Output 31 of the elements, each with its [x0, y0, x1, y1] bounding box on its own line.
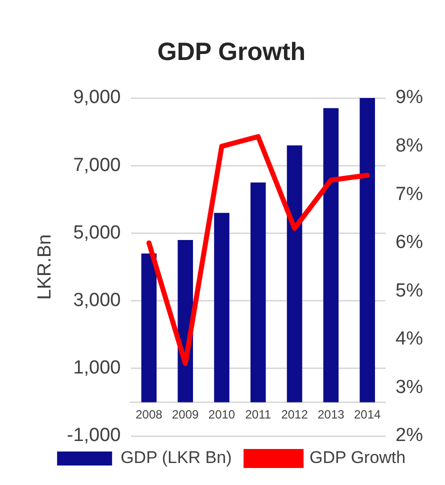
x-tick-label: 2011: [245, 408, 272, 422]
y2-tick-label: 8%: [396, 136, 424, 157]
y2-tick-label: 3%: [396, 376, 424, 398]
y2-tick-label: 9%: [396, 87, 424, 108]
legend-label: GDP (LKR Bn): [120, 448, 232, 468]
x-tick-label: 2009: [172, 408, 200, 422]
chart-title: GDP Growth: [157, 38, 306, 66]
y-tick-label: -1,000: [66, 425, 121, 446]
bar: [286, 145, 302, 402]
bar: [323, 108, 339, 402]
y2-tick-label: 2%: [396, 425, 424, 446]
y2-tick-label: 6%: [396, 232, 424, 254]
y-tick-label: 7,000: [73, 154, 121, 176]
y-tick-label: 9,000: [73, 87, 121, 108]
bar: [360, 98, 375, 402]
legend-label: GDP Growth: [310, 448, 406, 468]
y2-tick-label: 4%: [396, 328, 424, 350]
y-axis-title: LKR.Bn: [34, 234, 56, 300]
y-tick-label: 3,000: [73, 290, 121, 312]
x-tick-label: 2008: [136, 408, 163, 422]
y2-tick-label: 7%: [396, 184, 424, 205]
y-tick-label: 1,000: [73, 358, 121, 379]
bar: [250, 182, 266, 402]
y2-tick-label: 5%: [396, 280, 424, 302]
x-tick-label: 2012: [281, 408, 308, 422]
x-tick-label: 2010: [208, 408, 236, 422]
bar: [214, 212, 230, 402]
x-tick-label: 2013: [318, 408, 345, 422]
y-tick-label: 5,000: [73, 222, 121, 244]
x-tick-label: 2014: [354, 408, 382, 422]
bar: [141, 253, 157, 402]
